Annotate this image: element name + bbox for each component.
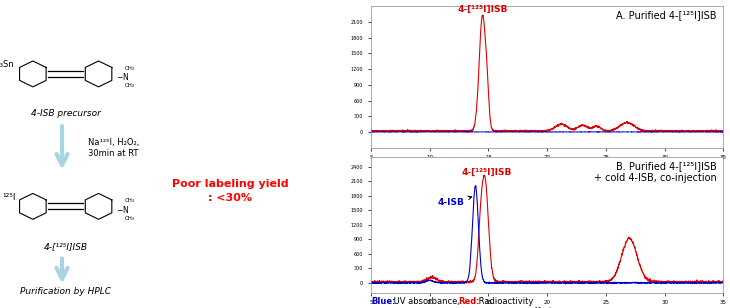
Text: A. Purified 4-[¹²⁵I]ISB: A. Purified 4-[¹²⁵I]ISB [616,10,716,20]
Text: $-$N: $-$N [115,204,129,215]
Text: CH₃: CH₃ [125,66,135,71]
Text: UV absorbance,: UV absorbance, [391,298,462,306]
Text: Red:: Red: [458,298,480,306]
Text: CH₃: CH₃ [125,198,135,203]
Text: Na¹²⁵I, H₂O₂,
30min at RT: Na¹²⁵I, H₂O₂, 30min at RT [88,138,139,157]
Text: CH₃: CH₃ [125,216,135,221]
Text: 4-[¹²⁵I]ISB: 4-[¹²⁵I]ISB [457,5,507,14]
Text: Poor labeling yield
: <30%: Poor labeling yield : <30% [172,179,288,203]
Text: B. Purified 4-[¹²⁵I]ISB
+ cold 4-ISB, co-injection: B. Purified 4-[¹²⁵I]ISB + cold 4-ISB, co… [593,161,716,183]
Text: 4-ISB: 4-ISB [437,196,472,208]
Text: 4-[¹²⁵I]ISB: 4-[¹²⁵I]ISB [44,242,88,251]
Text: (Bu)₃Sn: (Bu)₃Sn [0,60,14,69]
Text: ¹²⁵I: ¹²⁵I [2,192,16,202]
X-axis label: Minutes: Minutes [535,307,559,308]
Text: $-$N: $-$N [115,71,129,83]
Text: 4-ISB precursor: 4-ISB precursor [31,109,101,118]
Text: Radioactivity: Radioactivity [476,298,534,306]
Text: Purification by HPLC: Purification by HPLC [20,287,111,296]
Text: CH₃: CH₃ [125,83,135,88]
Text: Blue:: Blue: [371,298,396,306]
X-axis label: Minutes: Minutes [535,162,559,167]
Text: 4-[¹²⁵I]ISB: 4-[¹²⁵I]ISB [462,168,512,176]
